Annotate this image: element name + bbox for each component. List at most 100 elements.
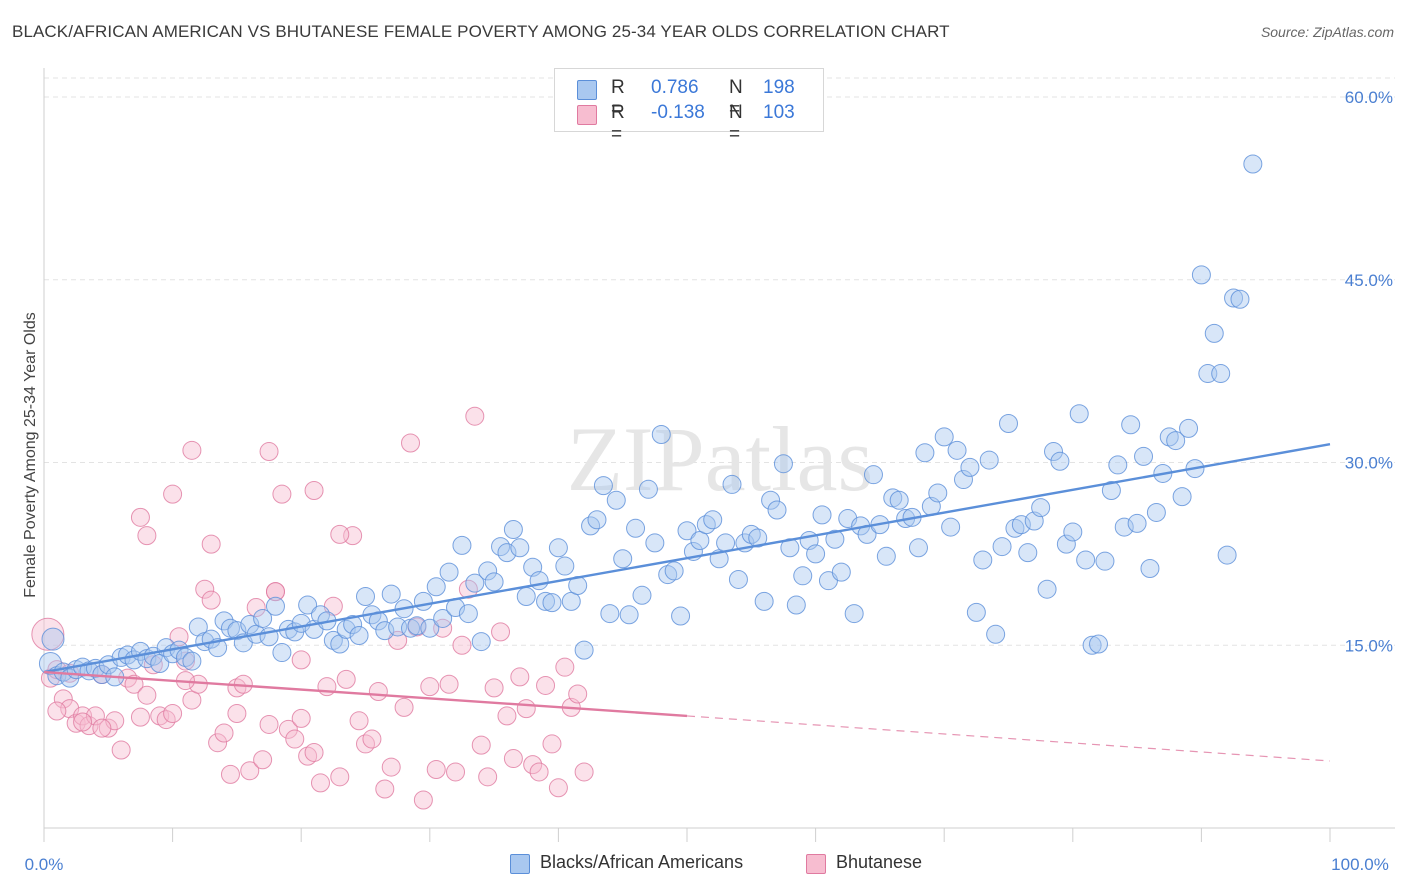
data-point	[1159, 427, 1179, 447]
data-point	[928, 483, 948, 503]
data-point	[336, 669, 356, 689]
data-point	[960, 457, 980, 477]
data-point	[388, 630, 408, 650]
data-point	[278, 719, 298, 739]
data-point	[246, 597, 266, 617]
data-point	[941, 517, 961, 537]
data-point	[208, 733, 228, 753]
legend-r-label: R =	[611, 77, 625, 120]
data-point	[491, 622, 511, 642]
data-point	[503, 749, 523, 769]
data-point	[786, 595, 806, 615]
series-legend: Blacks/African Americans Bhutanese	[0, 852, 1406, 878]
legend-r-label: R =	[611, 102, 625, 145]
data-point	[343, 615, 363, 635]
data-point	[806, 544, 826, 564]
data-point	[182, 651, 202, 671]
data-point	[645, 533, 665, 553]
data-point	[272, 484, 292, 504]
data-point	[394, 697, 414, 717]
data-point	[671, 606, 691, 626]
data-point	[1069, 404, 1089, 424]
data-point	[497, 706, 517, 726]
data-point	[510, 538, 530, 558]
data-point	[124, 674, 144, 694]
data-point	[1082, 635, 1102, 655]
trend-line	[43, 670, 688, 718]
data-point	[92, 718, 112, 738]
data-point	[265, 596, 285, 616]
data-point	[664, 561, 684, 581]
data-point	[240, 761, 260, 781]
data-point	[536, 591, 556, 611]
data-point	[265, 582, 285, 602]
data-point	[458, 604, 478, 624]
data-point	[214, 723, 234, 743]
legend-n-label: N =	[729, 77, 743, 120]
data-point	[677, 521, 697, 541]
data-point	[1089, 634, 1109, 654]
trend-line	[43, 443, 1331, 674]
legend-r-value: 0.786	[651, 77, 699, 98]
data-point	[240, 615, 260, 635]
y-tick-label: 15.0%	[1345, 636, 1393, 655]
data-point	[1037, 579, 1057, 599]
data-point	[1121, 415, 1141, 435]
data-point	[426, 577, 446, 597]
data-point	[1230, 289, 1250, 309]
data-point	[111, 740, 131, 760]
data-point	[555, 657, 575, 677]
data-point	[401, 433, 421, 453]
data-point	[484, 572, 504, 592]
data-point	[915, 443, 935, 463]
data-point	[908, 538, 928, 558]
data-point	[1018, 543, 1038, 563]
data-point	[561, 591, 581, 611]
data-point	[986, 624, 1006, 644]
data-point	[272, 643, 292, 663]
data-point	[1211, 364, 1231, 384]
data-point	[953, 470, 973, 490]
data-point	[446, 762, 466, 782]
data-point	[182, 440, 202, 460]
data-point	[574, 762, 594, 782]
x-tick-label: 0.0%	[25, 855, 64, 874]
data-point	[201, 590, 221, 610]
data-point	[863, 465, 883, 485]
data-point	[330, 524, 350, 544]
data-point	[619, 605, 639, 625]
data-point	[214, 611, 234, 631]
data-point	[478, 561, 498, 581]
data-point	[831, 562, 851, 582]
data-point	[362, 729, 382, 749]
data-point	[1050, 451, 1070, 471]
data-point	[1179, 418, 1199, 438]
data-point	[201, 534, 221, 554]
tick-labels: 15.0% 30.0% 45.0% 60.0% 0.0% 100.0%	[25, 88, 1393, 874]
data-point	[452, 635, 472, 655]
data-point	[1056, 534, 1076, 554]
data-point	[426, 760, 446, 780]
legend-n-value: 198	[763, 77, 795, 98]
data-point	[227, 703, 247, 723]
data-point	[542, 734, 562, 754]
data-point	[349, 711, 369, 731]
x-tick-label: 100.0%	[1331, 855, 1389, 874]
data-point	[1031, 498, 1051, 518]
y-axis-label: Female Poverty Among 25-34 Year Olds	[22, 312, 39, 598]
correlation-legend: R = 0.786 N = 198 R = -0.138 N = 103	[554, 68, 824, 145]
data-point	[471, 632, 491, 652]
data-point	[1044, 442, 1064, 462]
data-point	[413, 790, 433, 810]
data-point	[979, 450, 999, 470]
data-point	[632, 585, 652, 605]
data-point	[754, 591, 774, 611]
data-point	[1127, 513, 1147, 533]
data-point	[310, 773, 330, 793]
data-point	[773, 454, 793, 474]
data-point	[497, 543, 517, 563]
data-point	[356, 734, 375, 754]
legend-swatch	[806, 854, 826, 874]
data-point	[793, 566, 813, 586]
data-point	[606, 490, 626, 510]
